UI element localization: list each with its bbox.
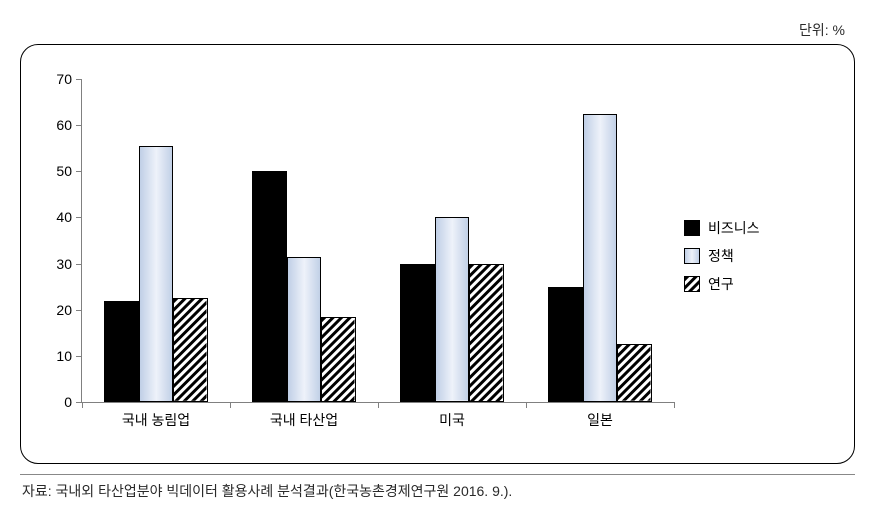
bar-policy [583,114,618,402]
y-tick-label: 10 [56,348,72,364]
source-label: 자료: 국내외 타산업분야 빅데이터 활용사례 분석결과(한국농촌경제연구원 2… [20,474,855,501]
bar-business [548,287,583,402]
y-tick [76,356,82,357]
bar-policy [287,257,322,402]
bar-business [104,301,139,403]
x-tick [378,402,379,408]
bar-research [617,344,652,402]
bar-research [321,317,356,402]
legend-swatch-research [684,276,700,292]
x-tick [82,402,83,408]
y-tick [76,264,82,265]
legend: 비즈니스정책연구 [684,210,760,302]
y-tick-label: 20 [56,302,72,318]
x-category-label: 일본 [587,410,613,430]
x-tick [526,402,527,408]
legend-item-policy: 정책 [684,246,760,266]
bar-research [173,298,208,402]
legend-label: 연구 [708,274,734,294]
x-category-label: 국내 타산업 [270,410,338,430]
bar-policy [435,217,470,402]
legend-label: 정책 [708,246,734,266]
legend-item-research: 연구 [684,274,760,294]
bar-business [400,264,435,402]
bar-research [469,264,504,402]
y-tick [76,171,82,172]
y-tick [76,310,82,311]
legend-item-business: 비즈니스 [684,218,760,238]
bar-business [252,171,287,402]
y-tick-label: 60 [56,117,72,133]
legend-swatch-business [684,220,700,236]
y-tick [76,217,82,218]
plot-area: 010203040506070국내 농림업국내 타산업미국일본 [81,79,674,403]
chart-frame: 010203040506070국내 농림업국내 타산업미국일본 비즈니스정책연구 [20,44,855,464]
y-tick [76,125,82,126]
x-tick [230,402,231,408]
y-tick-label: 40 [56,209,72,225]
unit-label: 단위: % [20,20,855,40]
y-tick-label: 50 [56,163,72,179]
x-tick [674,402,675,408]
y-tick [76,79,82,80]
x-category-label: 미국 [439,410,465,430]
x-category-label: 국내 농림업 [122,410,190,430]
legend-swatch-policy [684,248,700,264]
legend-label: 비즈니스 [708,218,760,238]
bar-policy [139,146,174,402]
y-tick-label: 70 [56,71,72,87]
y-tick-label: 30 [56,256,72,272]
y-tick-label: 0 [64,394,72,410]
